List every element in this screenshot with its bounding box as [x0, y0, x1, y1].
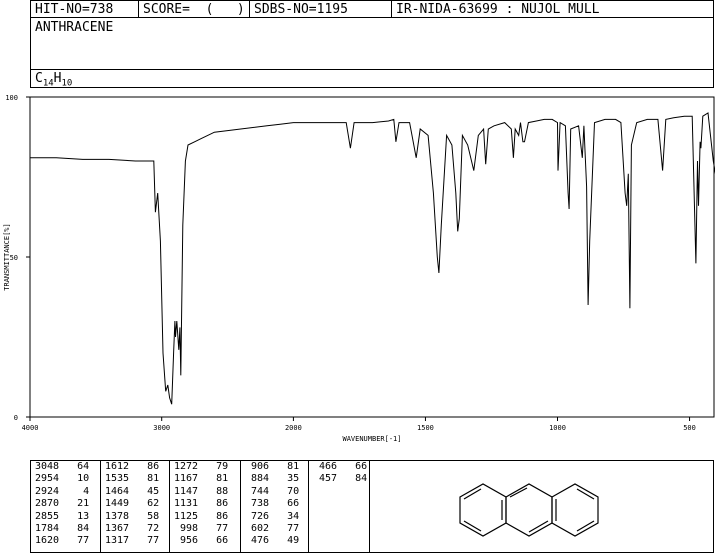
- x-axis-label: WAVENUMBER[-1]: [342, 435, 401, 443]
- spectrum-header: HIT-NO=738 SCORE= ( ) SDBS-NO=1195 IR-NI…: [30, 0, 714, 89]
- x-tick-label: 4000: [22, 424, 39, 432]
- peak-row: 1784 84: [35, 523, 90, 535]
- peak-row: 998 77: [174, 523, 229, 535]
- peak-row: 1125 86: [174, 510, 229, 522]
- y-tick-label: 0: [14, 414, 18, 422]
- y-axis-ticks: 0 50 100: [5, 94, 30, 422]
- peak-row: 884 35: [245, 473, 300, 485]
- peak-row: 1272 79: [174, 461, 229, 472]
- peak-row: 956 66: [174, 535, 229, 547]
- peak-column: 3048 64 2954 10 2924 4 2870 21 2855 13 1784 8…: [31, 461, 101, 552]
- peak-column: 466 66 457 84: [309, 461, 369, 552]
- peak-row: 1147 88: [174, 485, 229, 497]
- x-tick-label: 1000: [549, 424, 566, 432]
- peak-row: 1131 86: [174, 498, 229, 510]
- y-tick-label: 100: [5, 94, 18, 102]
- ir-nida-number: IR-NIDA-63699 : NUJOL MULL: [396, 2, 600, 17]
- peak-row: 738 66: [245, 498, 300, 510]
- x-tick-label: 500: [683, 424, 696, 432]
- peak-row: 744 70: [245, 485, 300, 497]
- peak-row: 1167 81: [174, 473, 229, 485]
- peak-row: 1535 81: [105, 473, 160, 485]
- hit-number: HIT-NO=738: [31, 1, 139, 18]
- ir-spectrum-chart: 4000 3000 2000 1500 1000 500 0 50 100 WAVENUMBE…: [3, 94, 715, 443]
- peak-row: 476 49: [245, 535, 300, 547]
- peak-row: 2855 13: [35, 510, 90, 522]
- peak-row: 1317 77: [105, 535, 160, 547]
- structure-panel: [370, 460, 714, 553]
- peak-row: 1378 58: [105, 510, 160, 522]
- divider: [31, 69, 713, 70]
- y-axis-label: TRANSMITTANCE[%]: [3, 223, 11, 290]
- molecular-formula: C14H10: [35, 71, 73, 89]
- x-tick-label: 1500: [417, 424, 434, 432]
- score: SCORE= ( ): [139, 1, 250, 18]
- peak-row: 2924 4: [35, 485, 90, 497]
- peak-row: 3048 64: [35, 461, 90, 472]
- peak-row: 1449 62: [105, 498, 160, 510]
- peak-column: 1612 86 1535 81 1464 45 1449 62 1378 58 1367 …: [101, 461, 170, 552]
- transmittance-line: [30, 112, 715, 405]
- peak-row: 1612 86: [105, 461, 160, 472]
- peak-row: 726 34: [245, 510, 300, 522]
- x-tick-label: 3000: [153, 424, 170, 432]
- header-row: HIT-NO=738 SCORE= ( ) SDBS-NO=1195 IR-NI…: [31, 1, 713, 18]
- compound-name: ANTHRACENE: [35, 20, 114, 35]
- peak-column: 906 81 884 35 744 70 738 66 726 34 602 7…: [241, 461, 309, 552]
- plot-frame: [29, 96, 715, 418]
- peak-row: 906 81: [245, 461, 300, 472]
- peak-row: 457 84: [313, 473, 368, 485]
- peak-row: 602 77: [245, 523, 300, 535]
- sdbs-number: SDBS-NO=1195: [250, 1, 392, 18]
- x-tick-label: 2000: [285, 424, 302, 432]
- peak-row: 1620 77: [35, 535, 90, 547]
- y-tick-label: 50: [10, 254, 18, 262]
- peak-table: 3048 64 2954 10 2924 4 2870 21 2855 13 1784 8…: [30, 460, 370, 553]
- anthracene-structure-icon: [459, 483, 599, 537]
- x-axis-ticks: 4000 3000 2000 1500 1000 500: [22, 417, 696, 432]
- peak-row: 1367 72: [105, 523, 160, 535]
- peak-row: 2954 10: [35, 473, 90, 485]
- peak-column: 1272 79 1167 81 1147 88 1131 86 1125 86 998 …: [170, 461, 241, 552]
- peak-row: 466 66: [313, 461, 368, 472]
- peak-row: 2870 21: [35, 498, 90, 510]
- peak-row: 1464 45: [105, 485, 160, 497]
